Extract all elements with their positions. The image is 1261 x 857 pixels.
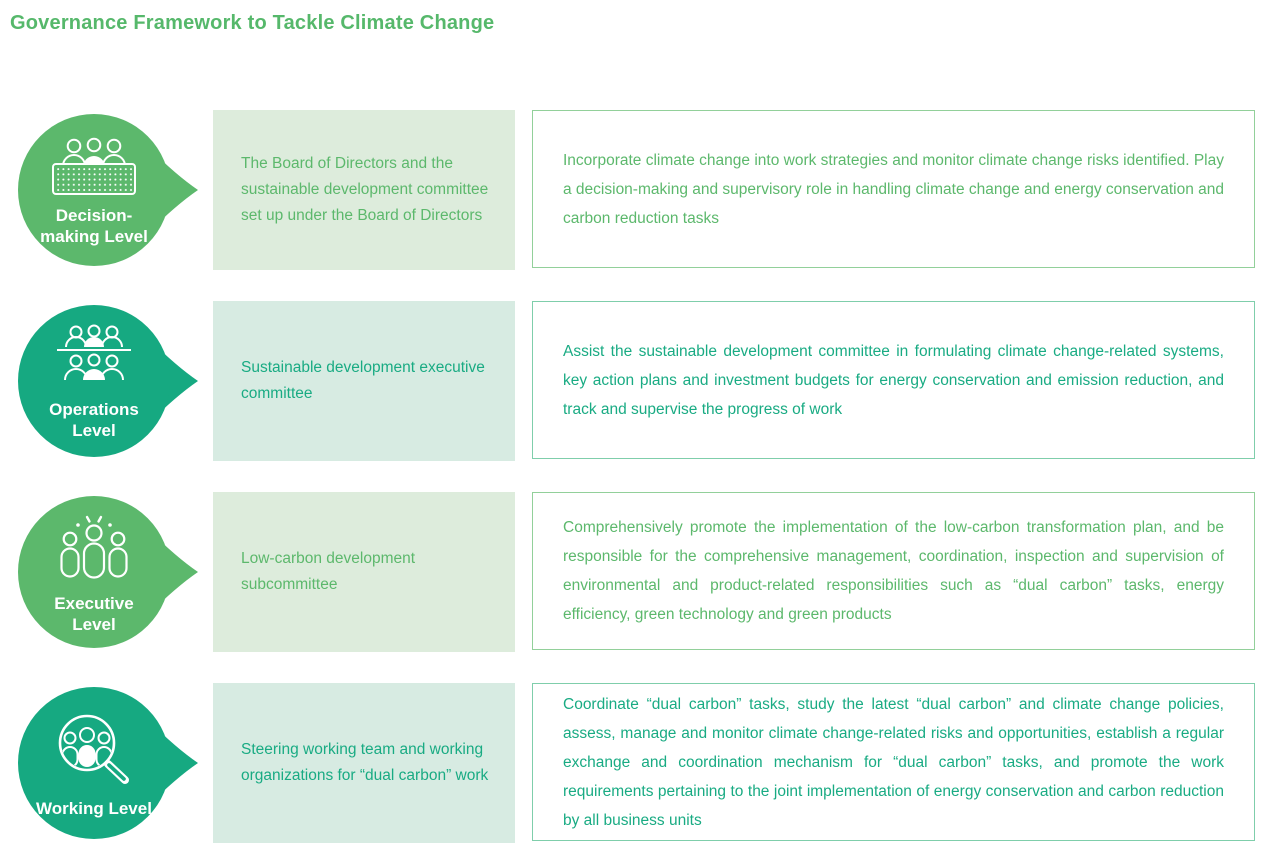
executive-team-icon: [60, 515, 128, 579]
level-label: Working Level: [36, 799, 152, 818]
responsibility-box: Comprehensively promote the implementati…: [532, 492, 1255, 650]
committee-box: Steering working team and working organi…: [213, 683, 515, 843]
responsibility-text: Comprehensively promote the implementati…: [563, 519, 1224, 623]
level-label: Decision-making Level: [40, 205, 148, 246]
committee-text: Sustainable development executive commit…: [241, 359, 485, 402]
committee-box: Low-carbon development subcommittee: [213, 492, 515, 652]
level-label: Operations Level: [49, 399, 139, 440]
framework-row-working: Working Level Steering working team and …: [0, 683, 1261, 843]
committee-box: The Board of Directors and the sustainab…: [213, 110, 515, 270]
committee-rows-icon: [57, 324, 131, 380]
responsibility-text: Assist the sustainable development commi…: [563, 342, 1224, 418]
level-bubble: Operations Level: [18, 305, 170, 457]
responsibility-text: Coordinate “dual carbon” tasks, study th…: [563, 695, 1224, 829]
framework-row-decision-making: Decision-making Level The Board of Direc…: [0, 110, 1261, 270]
level-bubble: Decision-making Level: [18, 114, 170, 266]
committee-box: Sustainable development executive commit…: [213, 301, 515, 461]
committee-text: Steering working team and working organi…: [241, 741, 489, 784]
level-label: Executive Level: [54, 593, 134, 634]
responsibility-text: Incorporate climate change into work str…: [563, 151, 1224, 227]
committee-text: The Board of Directors and the sustainab…: [241, 155, 489, 224]
level-bubble: Executive Level: [18, 496, 170, 648]
responsibility-box: Assist the sustainable development commi…: [532, 301, 1255, 459]
committee-text: Low-carbon development subcommittee: [241, 550, 416, 593]
framework-row-executive: Executive Level Low-carbon development s…: [0, 492, 1261, 652]
responsibility-box: Coordinate “dual carbon” tasks, study th…: [532, 683, 1255, 841]
responsibility-box: Incorporate climate change into work str…: [532, 110, 1255, 268]
team-search-icon: [58, 714, 129, 784]
board-meeting-icon: [52, 137, 136, 195]
level-bubble: Working Level: [18, 687, 170, 839]
page-title: Governance Framework to Tackle Climate C…: [10, 12, 495, 34]
framework-row-operations: Operations Level Sustainable development…: [0, 301, 1261, 461]
